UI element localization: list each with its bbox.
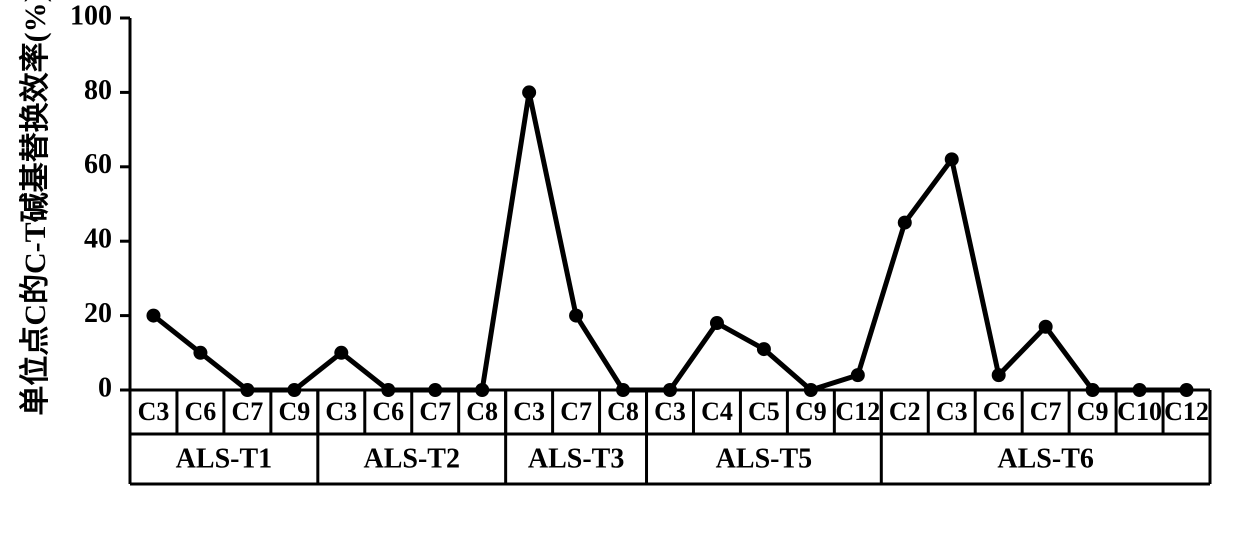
x-tick-label: C8 <box>466 397 498 426</box>
y-tick-label: 40 <box>84 224 112 255</box>
data-point <box>992 368 1006 382</box>
data-point <box>193 346 207 360</box>
group-label: ALS-T6 <box>997 443 1093 474</box>
data-point <box>287 383 301 397</box>
data-point <box>522 85 536 99</box>
data-point <box>663 383 677 397</box>
x-tick-label: C9 <box>278 397 310 426</box>
y-tick-label: 60 <box>84 149 112 180</box>
data-point <box>381 383 395 397</box>
x-tick-label: C12 <box>1164 397 1209 426</box>
x-tick-label: C6 <box>185 397 217 426</box>
data-point <box>757 342 771 356</box>
data-point <box>475 383 489 397</box>
x-tick-label: C3 <box>325 397 357 426</box>
data-point <box>1039 320 1053 334</box>
data-point <box>569 309 583 323</box>
data-point <box>898 216 912 230</box>
x-tick-label: C3 <box>654 397 686 426</box>
x-tick-label: C3 <box>513 397 545 426</box>
data-point <box>334 346 348 360</box>
y-tick-label: 0 <box>98 372 112 403</box>
y-tick-label: 100 <box>70 0 112 31</box>
data-point <box>851 368 865 382</box>
x-tick-label: C9 <box>1077 397 1109 426</box>
x-tick-label: C6 <box>372 397 404 426</box>
group-label: ALS-T1 <box>176 443 272 474</box>
x-tick-label: C7 <box>232 397 264 426</box>
x-tick-label: C10 <box>1117 397 1162 426</box>
data-point <box>146 309 160 323</box>
x-tick-label: C7 <box>1030 397 1062 426</box>
x-tick-label: C3 <box>138 397 170 426</box>
y-tick-label: 20 <box>84 298 112 329</box>
x-tick-label: C5 <box>748 397 780 426</box>
group-label: ALS-T2 <box>364 443 460 474</box>
x-tick-label: C7 <box>419 397 451 426</box>
group-label: ALS-T5 <box>716 443 812 474</box>
data-point <box>945 152 959 166</box>
x-tick-label: C9 <box>795 397 827 426</box>
data-point <box>1180 383 1194 397</box>
y-tick-label: 80 <box>84 75 112 106</box>
x-tick-label: C3 <box>936 397 968 426</box>
y-axis-label: 单位点C的C-T碱基替换效率(%) <box>18 0 52 416</box>
x-tick-label: C6 <box>983 397 1015 426</box>
group-label: ALS-T3 <box>528 443 624 474</box>
x-tick-label: C12 <box>835 397 880 426</box>
data-point <box>1133 383 1147 397</box>
data-point <box>804 383 818 397</box>
x-tick-label: C8 <box>607 397 639 426</box>
x-tick-label: C4 <box>701 397 733 426</box>
data-point <box>428 383 442 397</box>
x-tick-label: C7 <box>560 397 592 426</box>
x-tick-label: C2 <box>889 397 921 426</box>
data-point <box>240 383 254 397</box>
data-point <box>710 316 724 330</box>
data-point <box>1086 383 1100 397</box>
line-chart: 0 20 40 60 80 100 单位点C的C-T碱基替换效率(%) C3 C6 C7 C9 C3 C… <box>0 0 1239 534</box>
data-point <box>616 383 630 397</box>
